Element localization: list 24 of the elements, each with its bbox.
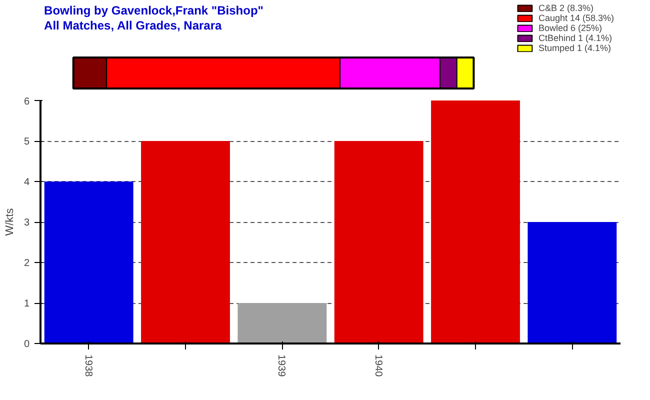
legend-label: Bowled 6 (25%): [538, 23, 602, 33]
x-tick-label: 1939: [276, 354, 287, 378]
y-tick-label: 4: [24, 177, 30, 188]
chart-subtitle: All Matches, All Grades, Narara: [44, 18, 222, 32]
legend-label: Caught 14 (58.3%): [538, 13, 614, 23]
bar: [238, 303, 327, 344]
bar: [528, 222, 617, 344]
legend-label: CtBehind 1 (4.1%): [538, 33, 612, 43]
bar: [141, 141, 230, 344]
bar: [334, 141, 424, 344]
legend-label: C&B 2 (8.3%): [538, 3, 594, 13]
y-tick-label: 6: [24, 96, 30, 108]
y-tick-label: 1: [24, 298, 30, 310]
legend-label: Stumped 1 (4.1%): [538, 43, 611, 53]
y-axis-title: W/kts: [4, 208, 16, 236]
bar: [431, 100, 520, 344]
x-tick-label: 1940: [372, 354, 384, 378]
y-tick-label: 2: [24, 258, 30, 269]
bar: [44, 182, 134, 344]
y-tick-label: 5: [24, 136, 30, 148]
y-tick-label: 0: [24, 339, 30, 350]
x-tick-label: 1938: [82, 354, 94, 378]
chart-title: Bowling by Gavenlock,Frank "Bishop": [44, 4, 264, 18]
y-tick-label: 3: [24, 218, 30, 228]
